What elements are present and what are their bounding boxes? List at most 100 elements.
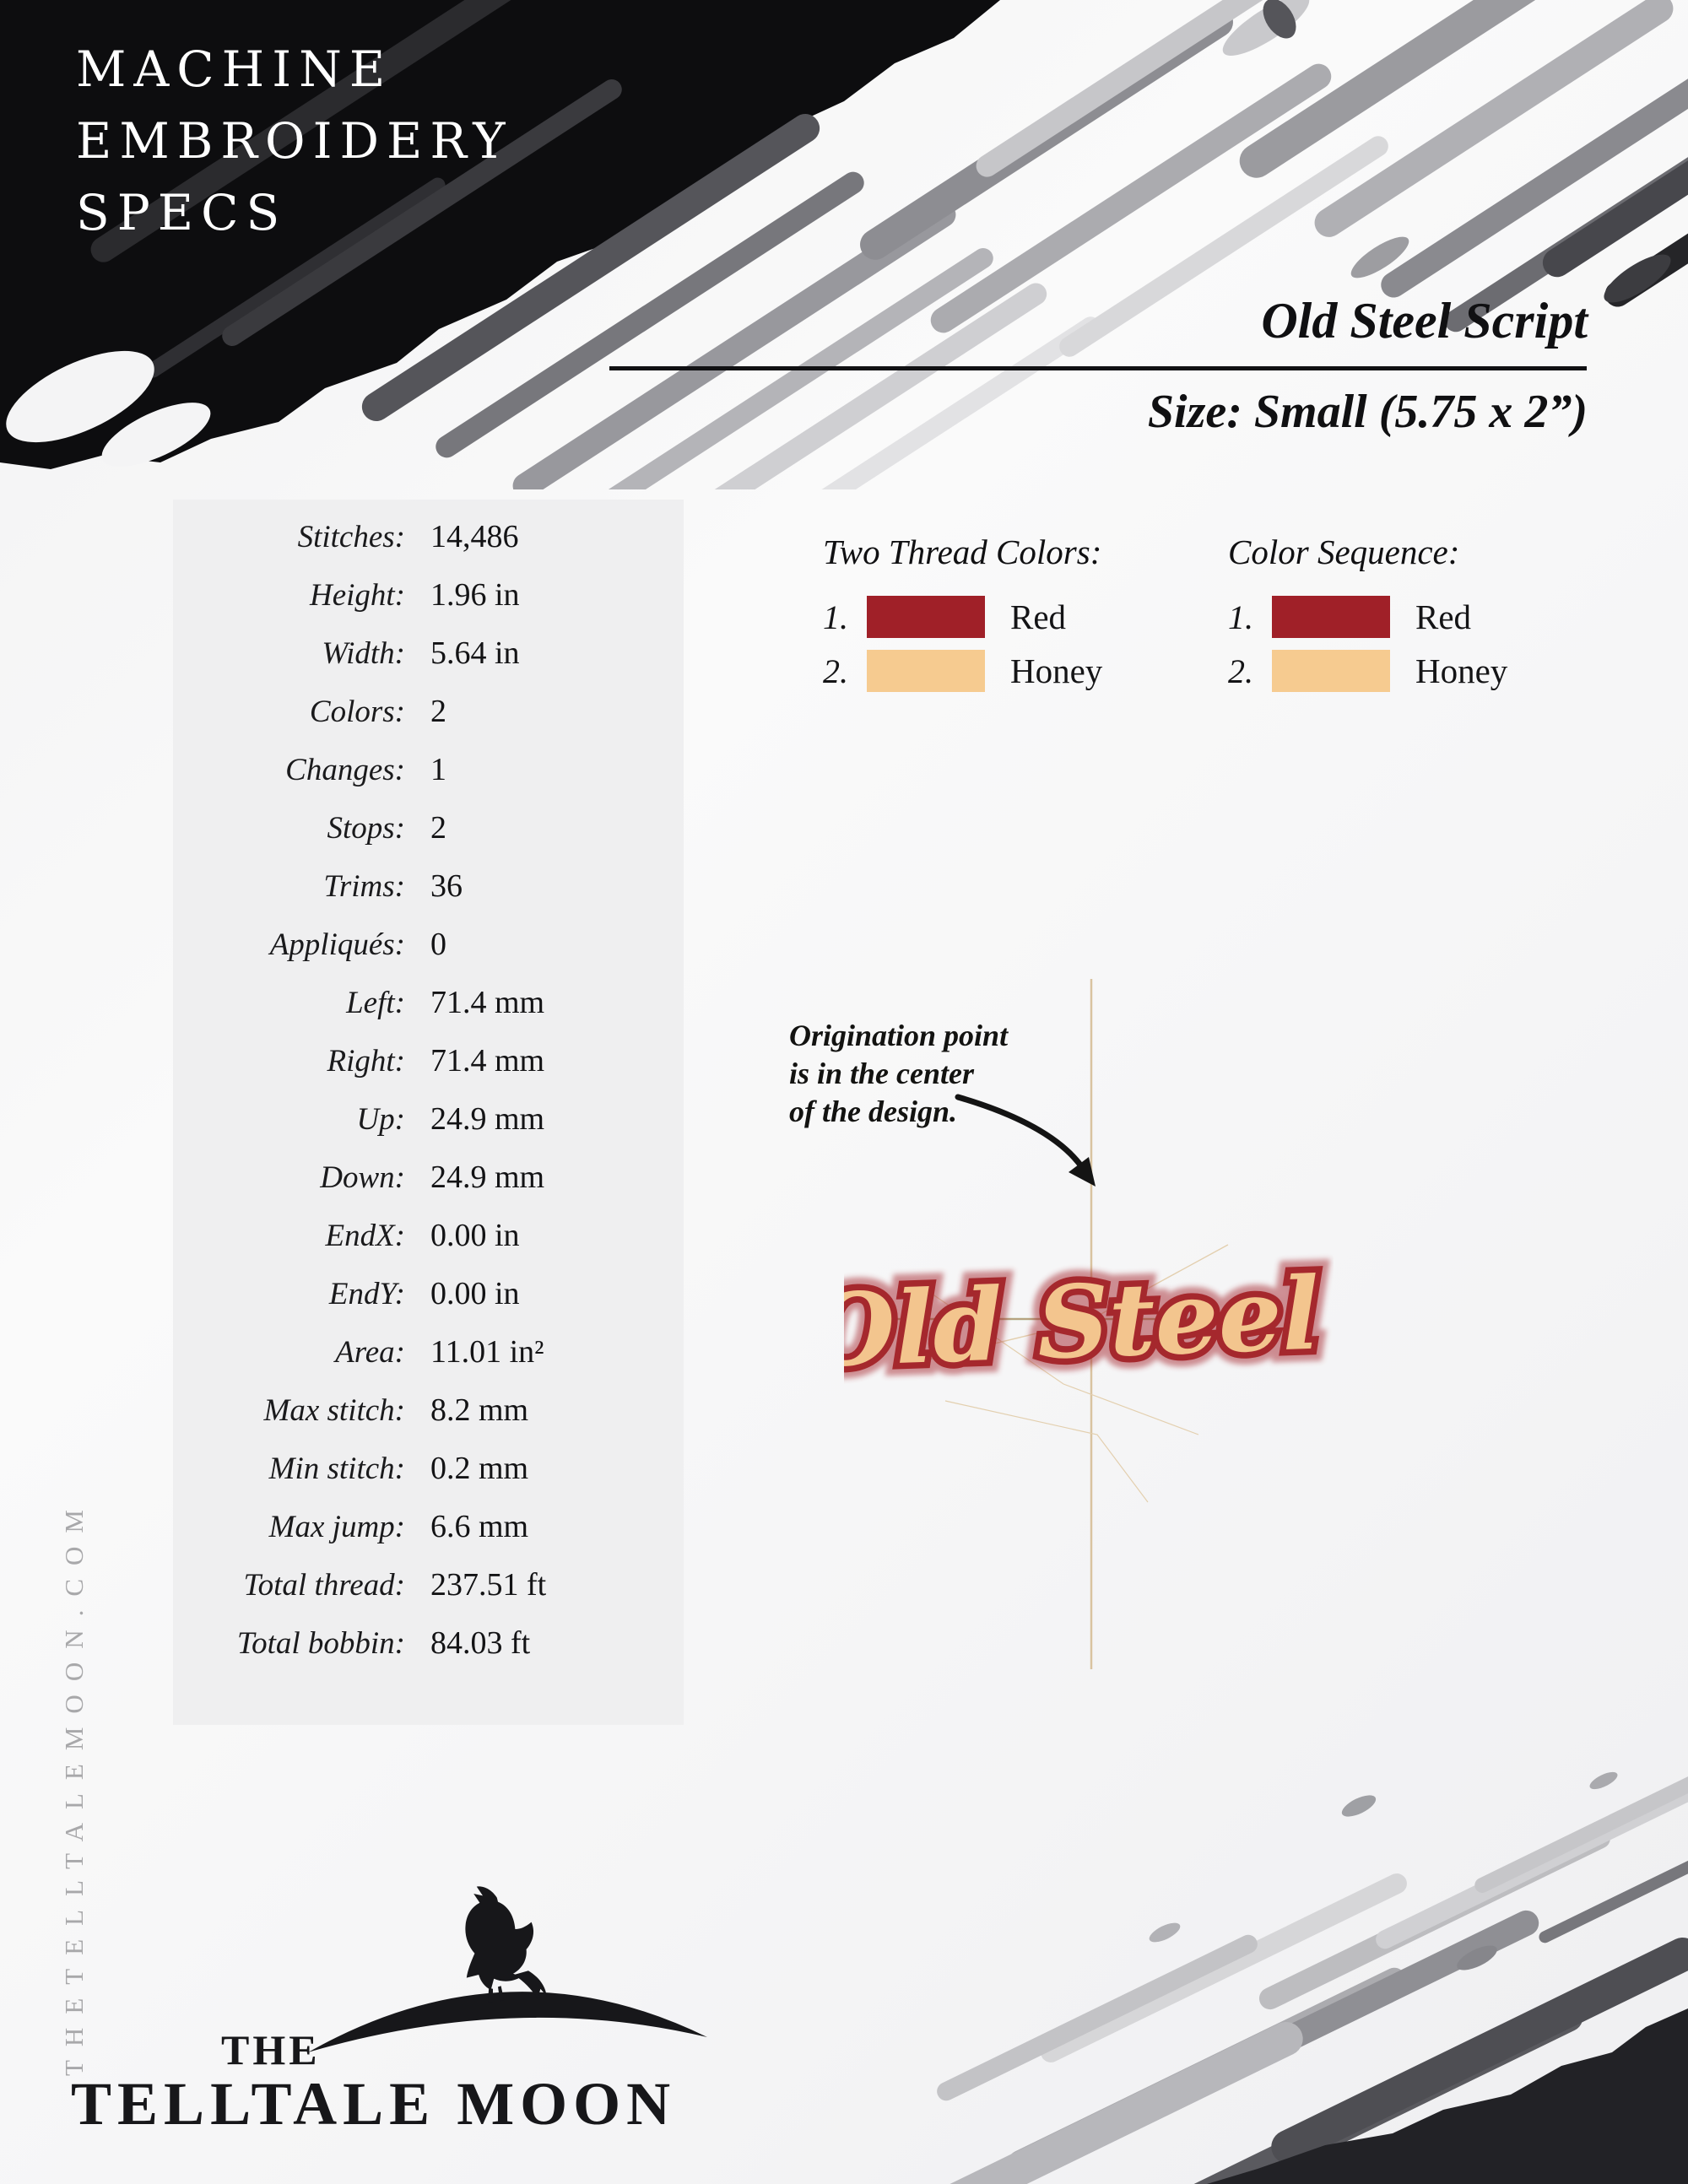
origination-note-line: is in the center — [789, 1057, 975, 1090]
page-title: MACHINE EMBROIDERY SPECS — [76, 34, 513, 249]
spec-row: Max stitch: 8.2 mm — [173, 1392, 684, 1450]
spec-label: Changes: — [285, 753, 405, 787]
spec-label: Width: — [322, 636, 405, 671]
spec-value: 1 — [430, 752, 446, 787]
header-brush-art — [0, 0, 1688, 489]
brand-name-the: THE — [221, 2026, 321, 2073]
origination-note: Origination point is in the center of th… — [789, 1017, 1008, 1131]
spec-row: EndX: 0.00 in — [173, 1217, 684, 1275]
color-sequence-number: 2. — [1228, 651, 1253, 690]
thread-colors-section: Two Thread Colors: 1. Red 2. Honey — [823, 532, 1211, 704]
thread-color-name: Honey — [1010, 651, 1103, 690]
travel-thread — [896, 1244, 1229, 1368]
spec-row: Total bobbin: 84.03 ft — [173, 1624, 684, 1683]
color-sequence-swatch — [1272, 596, 1390, 638]
spec-value: 1.96 in — [430, 577, 520, 613]
design-text: Old Steel — [844, 1254, 1322, 1389]
spec-value: 11.01 in² — [430, 1334, 544, 1370]
spec-row: Height: 1.96 in — [173, 576, 684, 635]
travel-thread — [915, 1282, 1199, 1435]
color-sequence-name: Red — [1415, 597, 1472, 636]
spec-row: Colors: 2 — [173, 693, 684, 751]
spec-label: Stitches: — [297, 520, 405, 554]
spec-row: EndY: 0.00 in — [173, 1275, 684, 1333]
color-sequence-heading: Color Sequence: — [1228, 532, 1460, 571]
spec-row: Up: 24.9 mm — [173, 1100, 684, 1159]
spec-value: 237.51 ft — [430, 1567, 547, 1603]
thread-color-row: 2. Honey — [823, 650, 1211, 692]
spec-value: 0.00 in — [430, 1276, 520, 1311]
origination-note-line: Origination point — [789, 1019, 1009, 1052]
spec-label: Up: — [356, 1102, 405, 1137]
spec-row: Stops: 2 — [173, 809, 684, 868]
spec-value: 2 — [430, 810, 446, 846]
color-sequence-section: Color Sequence: 1. Red 2. Honey — [1228, 532, 1616, 704]
color-sequence-row: 2. Honey — [1228, 650, 1616, 692]
origination-note-line: of the design. — [789, 1095, 958, 1128]
origination-arrow — [955, 1094, 1096, 1187]
spec-label: Total bobbin: — [236, 1626, 405, 1661]
spec-label: Down: — [320, 1160, 405, 1195]
spec-row: Changes: 1 — [173, 751, 684, 809]
design-name: Old Steel Script — [1261, 293, 1588, 349]
page-title-line: EMBROIDERY — [76, 112, 513, 170]
spec-value: 0.2 mm — [430, 1451, 529, 1486]
spec-label: EndY: — [328, 1277, 405, 1311]
spec-value: 14,486 — [430, 519, 519, 554]
spec-label: Total thread: — [243, 1568, 405, 1603]
spec-value: 0.00 in — [430, 1218, 520, 1253]
spec-row: Trims: 36 — [173, 868, 684, 926]
spec-label: Colors: — [309, 695, 405, 729]
spec-value: 8.2 mm — [430, 1392, 529, 1428]
crow-icon — [465, 1886, 547, 2003]
spec-row: Area: 11.01 in² — [173, 1333, 684, 1392]
spec-value: 5.64 in — [430, 635, 520, 671]
spec-row: Appliqués: 0 — [173, 926, 684, 984]
design-size: Size: Small (5.75 x 2”) — [1147, 386, 1588, 438]
spec-value: 24.9 mm — [430, 1101, 545, 1137]
design-preview: Old Steel Old Steel — [844, 979, 1334, 1669]
thread-color-number: 1. — [823, 597, 848, 636]
spec-label: Left: — [346, 986, 405, 1020]
color-sequence-list: 1. Red 2. Honey — [1228, 596, 1616, 692]
thread-colors-list: 1. Red 2. Honey — [823, 596, 1211, 692]
crescent-moon-icon — [308, 1992, 707, 2052]
spec-row: Stitches: 14,486 — [173, 518, 684, 576]
spec-row: Left: 71.4 mm — [173, 984, 684, 1042]
thread-color-swatch — [867, 596, 985, 638]
color-sequence-name: Honey — [1415, 651, 1508, 690]
spec-row: Down: 24.9 mm — [173, 1159, 684, 1217]
spec-label: Max stitch: — [263, 1393, 405, 1428]
spec-value: 24.9 mm — [430, 1160, 545, 1195]
spec-label: EndX: — [325, 1219, 405, 1253]
spec-label: Trims: — [323, 869, 405, 904]
spec-row: Total thread: 237.51 ft — [173, 1566, 684, 1624]
spec-value: 84.03 ft — [430, 1625, 531, 1661]
header-divider — [609, 366, 1587, 370]
footer-brush-art — [886, 1755, 1688, 2184]
thread-color-number: 2. — [823, 651, 848, 690]
thread-color-row: 1. Red — [823, 596, 1211, 638]
spec-label: Appliqués: — [269, 927, 405, 962]
spec-value: 36 — [430, 868, 463, 904]
page-title-line: SPECS — [76, 184, 288, 241]
spec-row: Right: 71.4 mm — [173, 1042, 684, 1100]
color-sequence-swatch — [1272, 650, 1390, 692]
thread-color-swatch — [867, 650, 985, 692]
spec-value: 6.6 mm — [430, 1509, 529, 1544]
spec-value: 2 — [430, 694, 446, 729]
crow-moon-logo-icon — [308, 1886, 707, 2052]
spec-value: 0 — [430, 927, 446, 962]
thread-color-name: Red — [1010, 597, 1067, 636]
spec-panel: Stitches: 14,486 Height: 1.96 in Width: … — [173, 500, 684, 1725]
spec-value: 71.4 mm — [430, 1043, 545, 1078]
spec-label: Min stitch: — [268, 1451, 405, 1486]
travel-thread — [944, 1400, 1149, 1503]
spec-value: 71.4 mm — [430, 985, 545, 1020]
spec-row: Width: 5.64 in — [173, 635, 684, 693]
spec-label: Height: — [309, 578, 405, 613]
spec-label: Max jump: — [268, 1510, 405, 1544]
color-sequence-number: 1. — [1228, 597, 1253, 636]
color-sequence-row: 1. Red — [1228, 596, 1616, 638]
